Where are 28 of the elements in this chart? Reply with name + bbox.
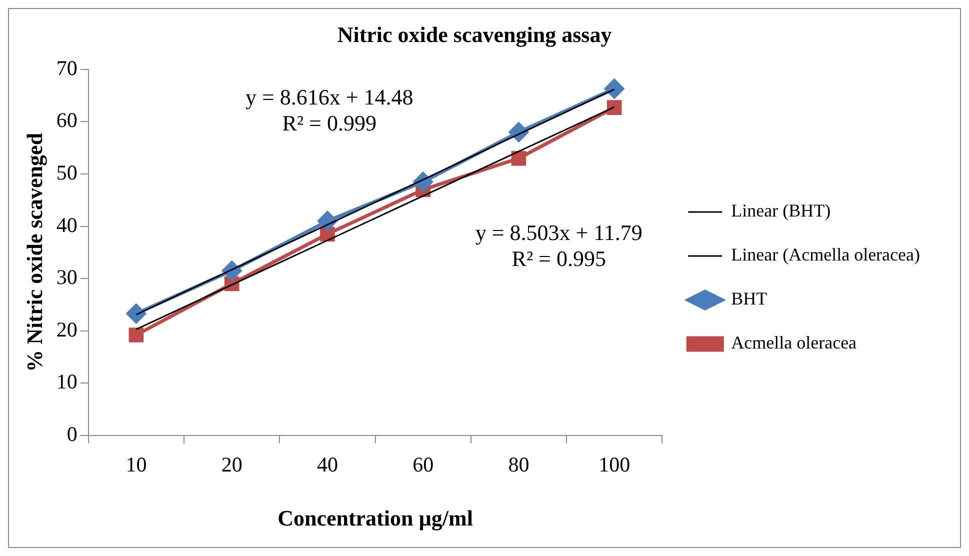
y-tick-label: 40 [56,212,78,237]
annotation: y = 8.503x + 11.79 R² = 0.995 [475,220,642,271]
legend-label: Linear (BHT) [731,200,831,221]
y-tick-label: 30 [56,265,78,290]
x-axis-title: Concentration µg/ml [278,505,473,530]
legend-label: Linear (Acmella oleracea) [731,244,920,265]
point [128,328,144,342]
y-tick-label: 20 [56,317,78,342]
annotation: y = 8.616x + 14.48 R² = 0.999 [245,84,414,136]
x-tick-label: 10 [126,452,147,477]
legend-label: Acmella oleracea [731,332,857,353]
y-tick-label: 50 [56,160,78,184]
x-tick-label: 60 [412,452,434,477]
point [606,100,622,115]
legend-label: BHT [731,288,768,309]
point [511,150,526,166]
y-tick-label: 70 [56,56,78,80]
y-tick-label: 10 [56,370,78,394]
y-tick-label: 0 [66,422,78,446]
x-tick-label: 80 [508,452,530,477]
point [604,78,624,98]
x-tick-label: 20 [221,452,242,477]
x-tick-label: 100 [598,452,630,477]
y-tick-label: 60 [56,108,78,132]
x-tick-label: 40 [316,452,338,477]
y-axis-title: % Nitric oxide scavenged [22,132,47,372]
point [126,304,146,324]
chart-title: Nitric oxide scavenging assay [337,22,612,47]
